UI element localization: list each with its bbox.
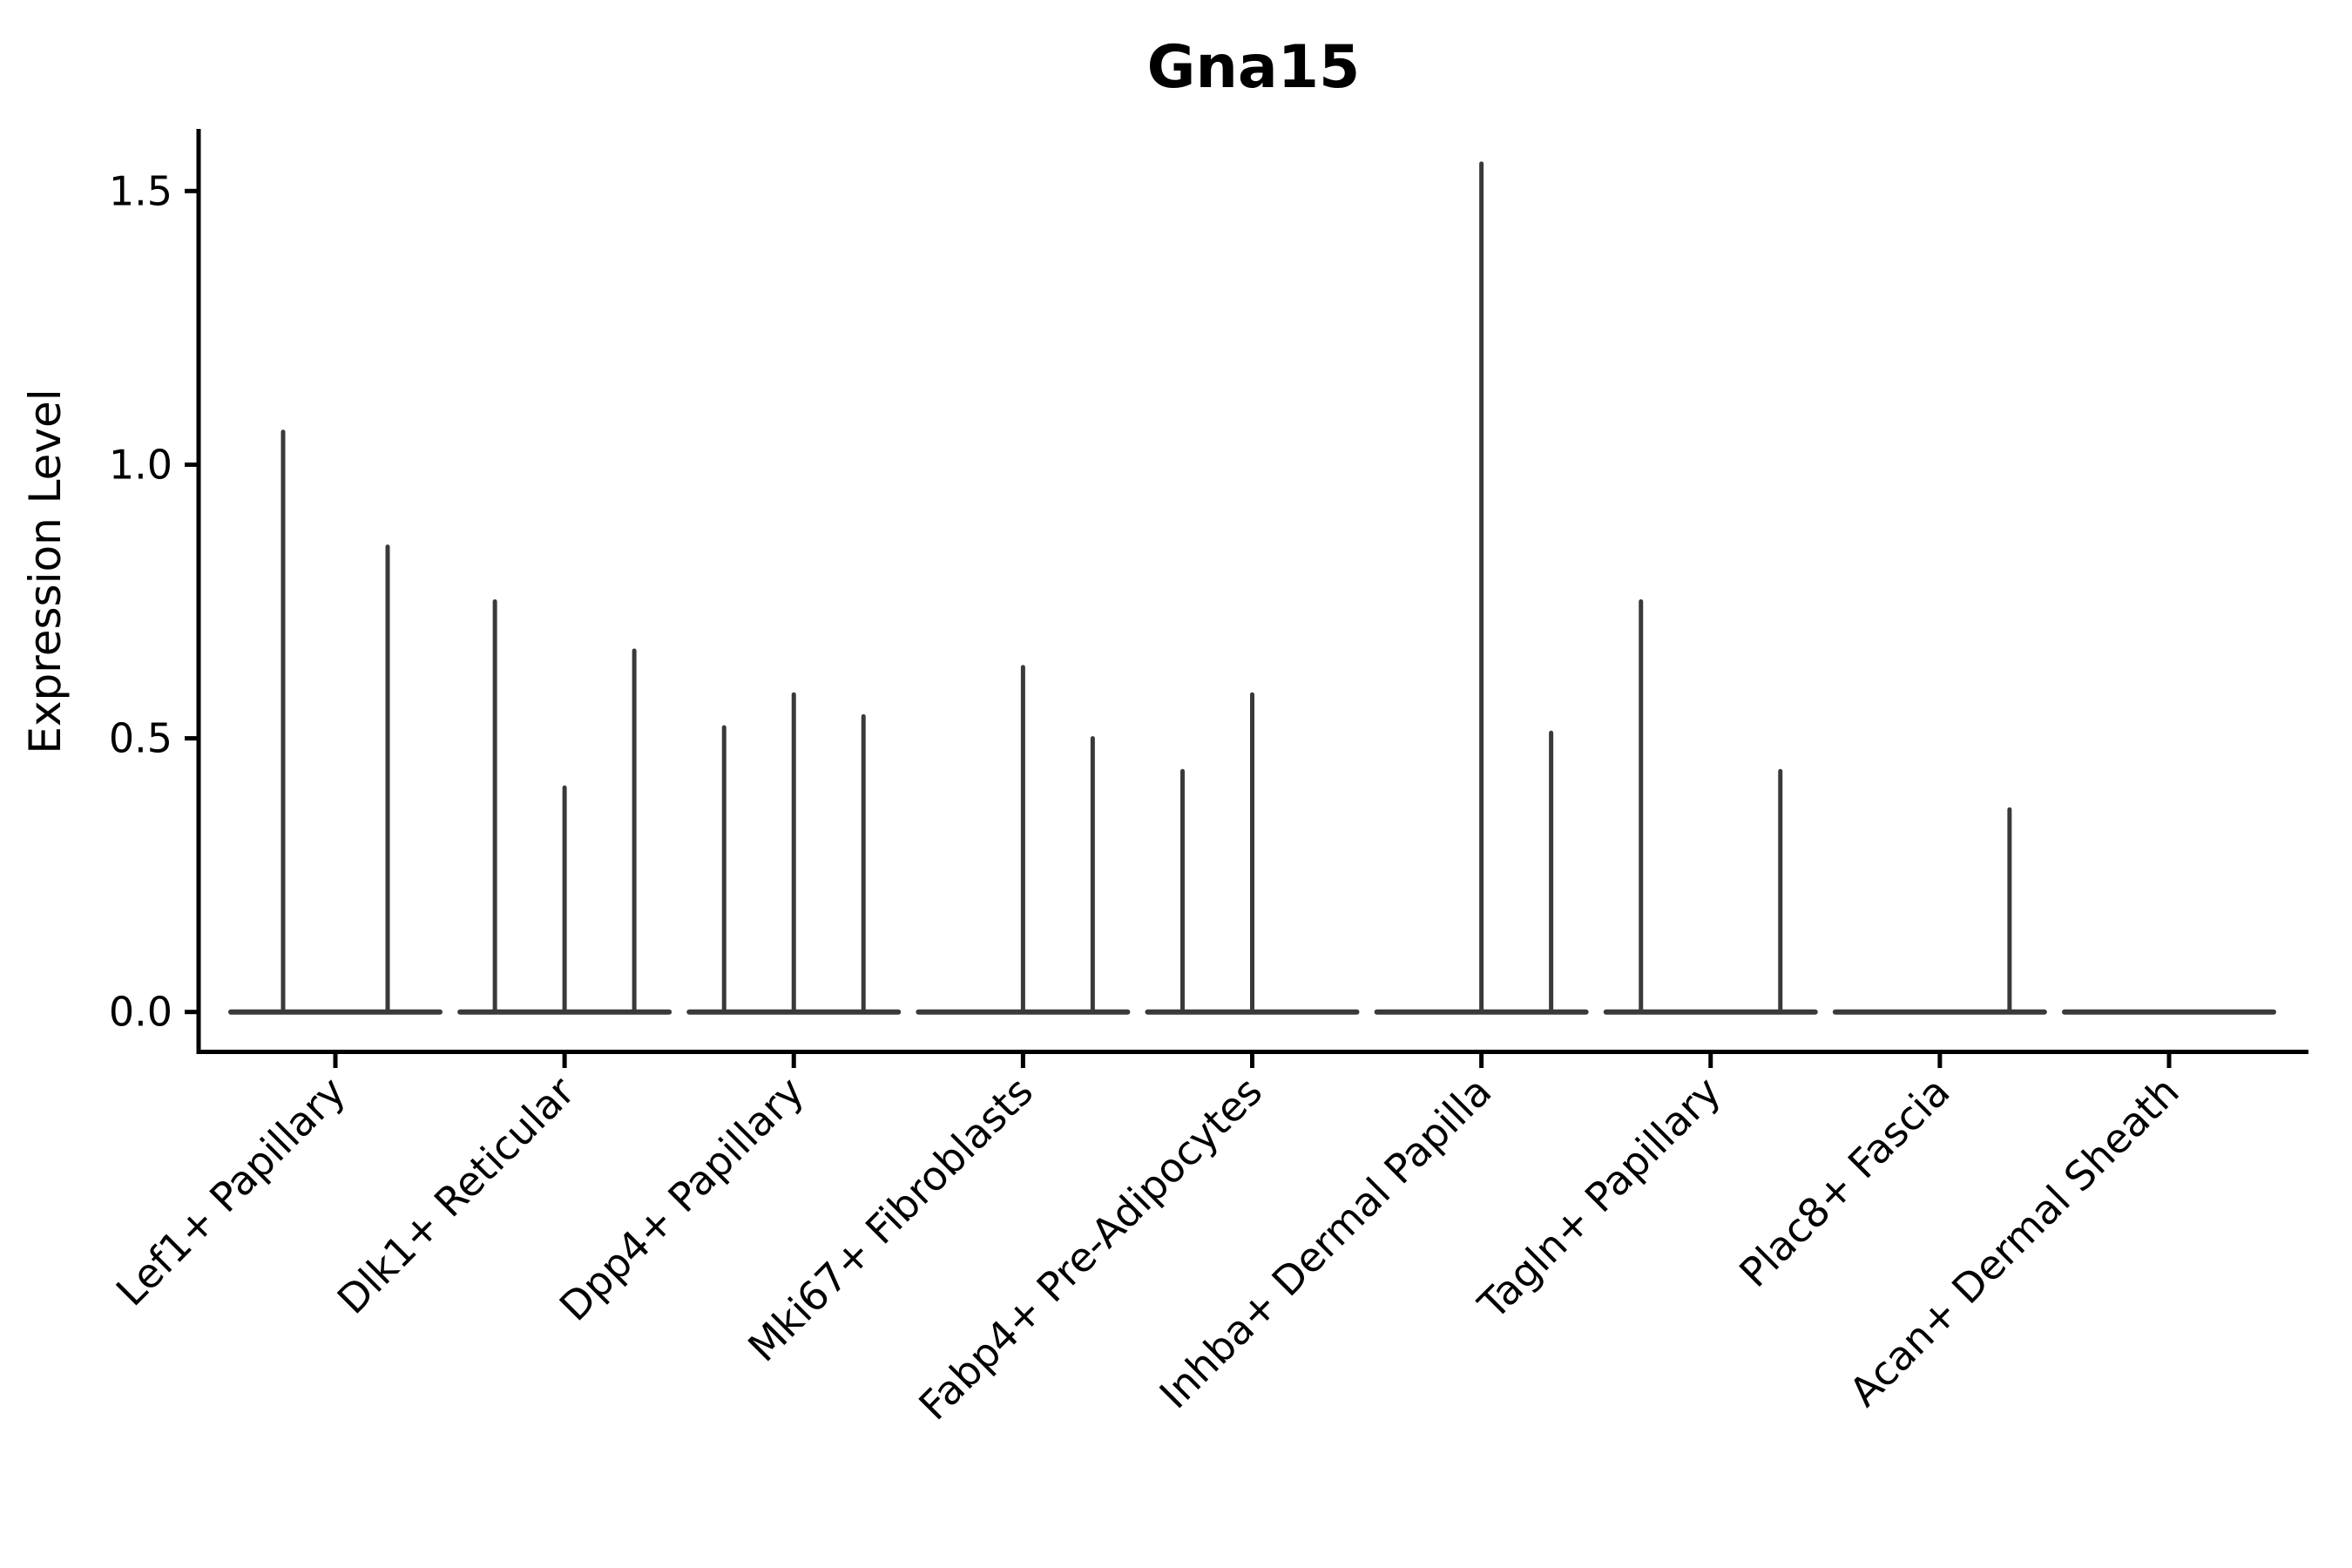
- x-tick-label: Dpp4+ Papillary: [551, 1068, 813, 1330]
- x-tick-label: Lef1+ Papillary: [107, 1068, 355, 1315]
- y-tick-label: 0.5: [109, 715, 172, 762]
- x-tick-label: Tagln+ Papillary: [1469, 1068, 1730, 1329]
- y-tick-label: 1.5: [109, 167, 172, 214]
- y-tick-label: 0.0: [109, 989, 172, 1036]
- x-tick-label: Dlk1+ Reticular: [328, 1068, 584, 1323]
- chart-title: Gna15: [1146, 33, 1361, 102]
- x-tick-label: Plac8+ Fascia: [1730, 1068, 1958, 1296]
- y-tick-label: 1.0: [109, 441, 172, 488]
